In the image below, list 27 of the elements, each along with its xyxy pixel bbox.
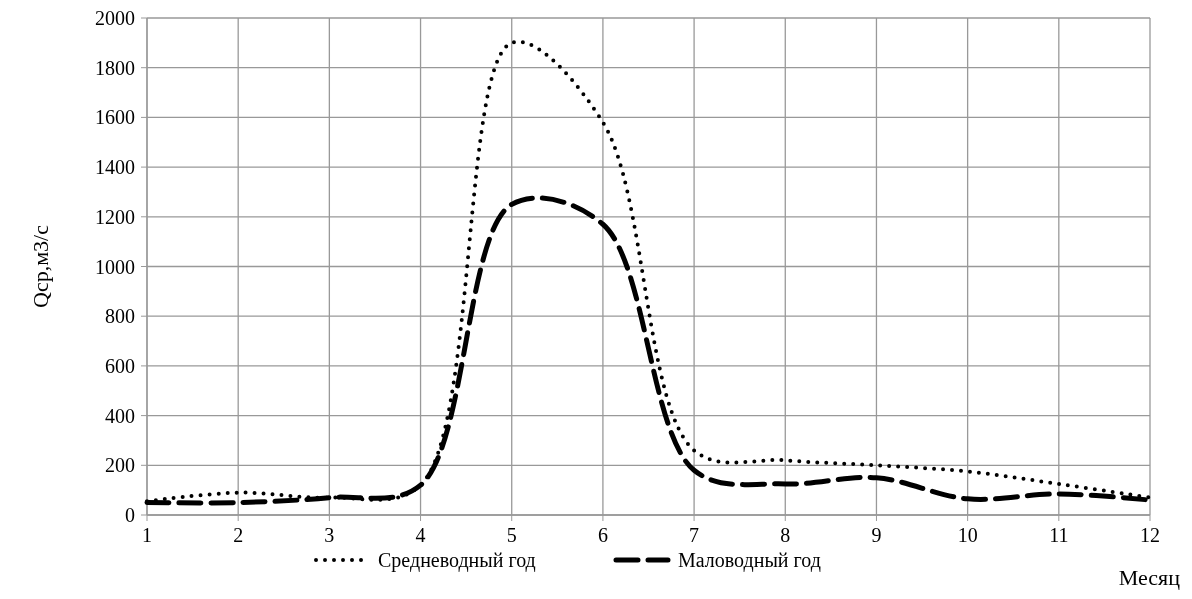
x-tick-label: 1 <box>142 524 152 546</box>
y-tick-label: 1000 <box>95 255 135 278</box>
legend-label: Маловодный год <box>678 549 821 572</box>
x-tick-label: 3 <box>324 524 335 546</box>
x-tick-label: 8 <box>780 524 791 546</box>
y-tick-label: 1200 <box>95 205 135 228</box>
x-tick-label: 7 <box>689 524 700 546</box>
x-axis-title: Месяц <box>1118 565 1181 590</box>
x-tick-label: 10 <box>957 524 978 546</box>
x-tick-label: 4 <box>415 524 426 546</box>
legend-label: Средневодный год <box>378 549 536 572</box>
y-axis-title: Qср,м3/с <box>28 224 53 308</box>
y-tick-label: 600 <box>105 354 135 377</box>
x-tick-label: 6 <box>597 524 608 546</box>
y-tick-label: 0 <box>125 504 135 526</box>
y-tick-label: 400 <box>105 404 135 427</box>
y-tick-label: 1600 <box>95 106 135 129</box>
x-tick-label: 12 <box>1140 524 1160 546</box>
x-tick-label: 2 <box>233 524 244 546</box>
y-tick-label: 800 <box>105 305 135 328</box>
y-tick-label: 1800 <box>95 56 135 79</box>
y-tick-label: 2000 <box>95 7 135 29</box>
y-tick-label: 1400 <box>95 156 135 179</box>
x-tick-label: 9 <box>871 524 882 546</box>
y-tick-label: 200 <box>105 454 135 477</box>
x-tick-label: 11 <box>1049 524 1069 546</box>
x-tick-label: 5 <box>506 524 517 546</box>
